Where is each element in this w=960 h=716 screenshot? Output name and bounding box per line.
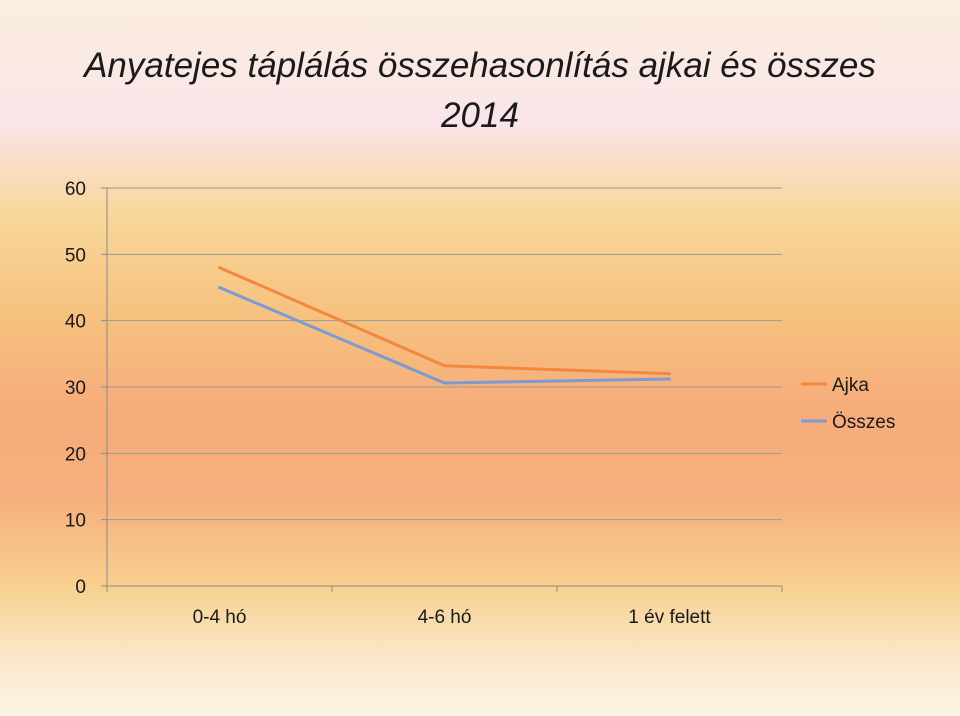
y-tick-label-60: 60 (65, 179, 86, 200)
series-lines (218, 266, 671, 385)
series-0-point-0 (218, 266, 221, 270)
y-tick-label-0: 0 (75, 577, 86, 598)
y-tick-label-50: 50 (65, 245, 86, 266)
legend: Ajka Összes (801, 375, 895, 433)
x-tick-label-2: 1 év felett (628, 607, 711, 628)
series-1-point-1 (443, 381, 446, 385)
chart-title: Anyatejes táplálás összehasonlítás ajkai… (84, 46, 876, 85)
x-tick-label-0: 0-4 hó (193, 607, 247, 628)
gridlines (107, 187, 782, 521)
series-1-point-0 (218, 286, 221, 289)
y-tick-label-20: 20 (65, 444, 86, 465)
chart-subtitle-year: 2014 (441, 96, 519, 135)
x-axis-tick-labels: 0-4 hó 4-6 hó 1 év felett (193, 607, 712, 628)
y-tick-label-10: 10 (65, 511, 86, 532)
x-tick-label-1: 4-6 hó (418, 607, 472, 628)
y-tick-label-30: 30 (65, 378, 86, 399)
legend-label-0: Ajka (832, 375, 869, 396)
series-0-point-2 (668, 372, 671, 376)
legend-label-1: Összes (832, 412, 895, 433)
y-axis-tick-labels: 0 10 20 30 40 50 60 (65, 179, 86, 598)
y-tick-label-40: 40 (65, 312, 86, 333)
axes (101, 187, 783, 592)
series-line-1 (218, 286, 670, 385)
series-0-point-1 (443, 364, 446, 368)
series-1-point-2 (668, 377, 671, 381)
